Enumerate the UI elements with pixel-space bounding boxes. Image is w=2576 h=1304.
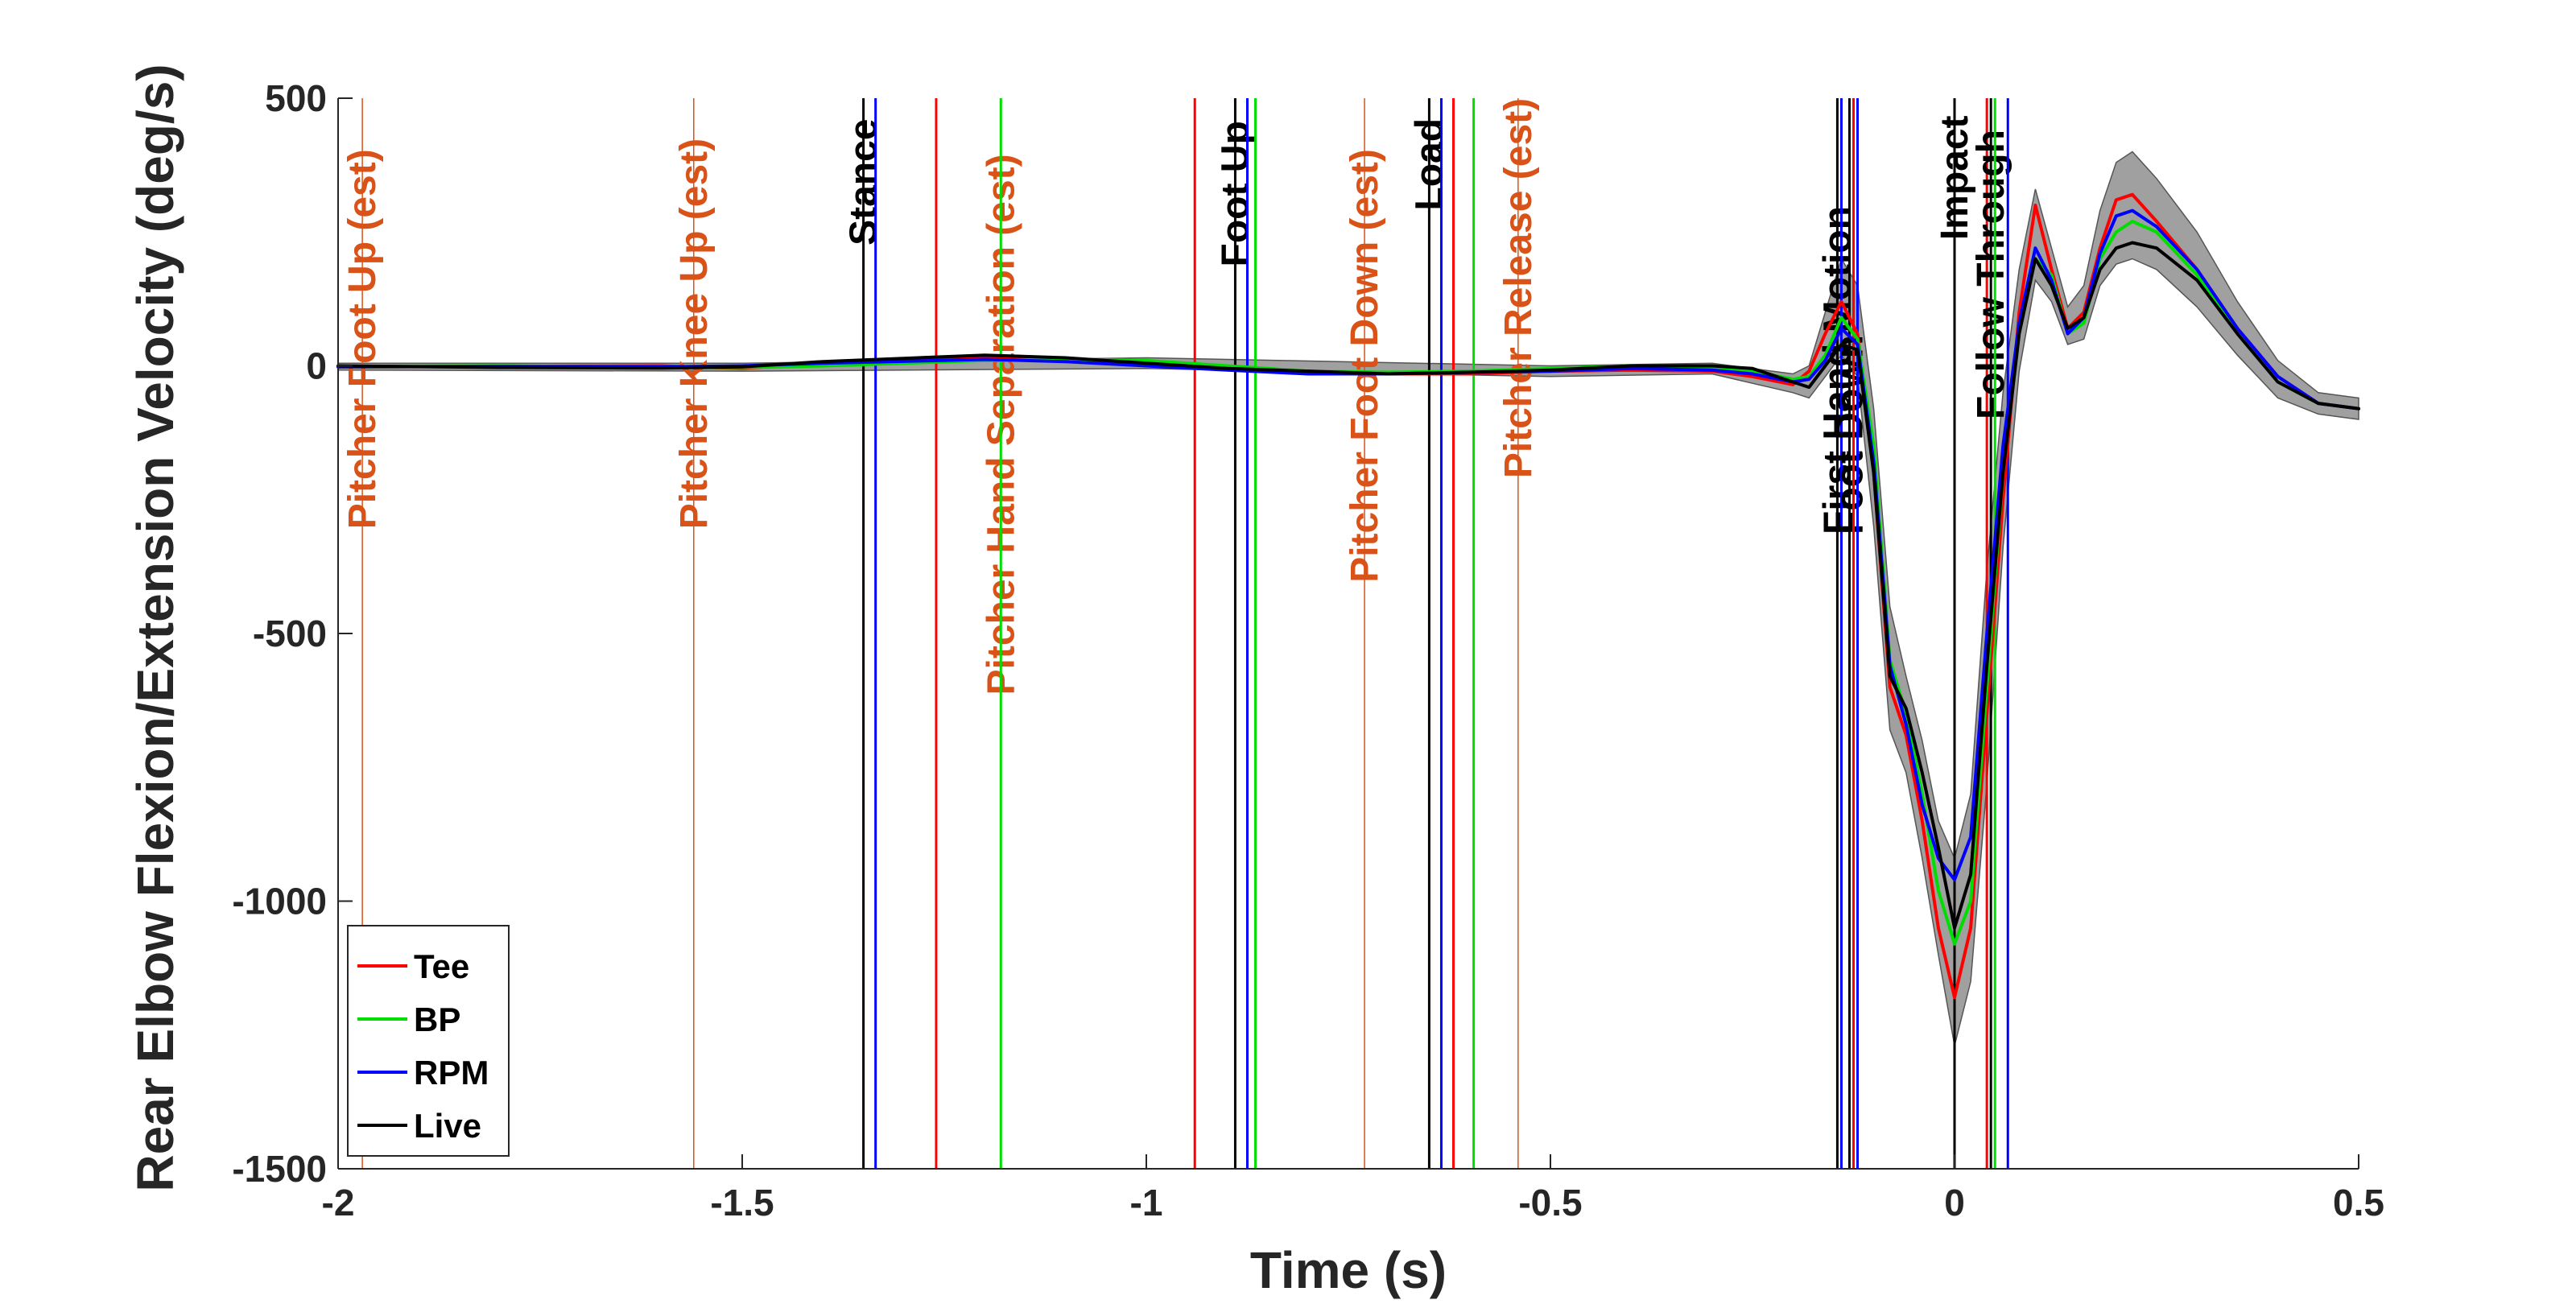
event-label-0: Pitcher Foot Up (est) bbox=[341, 149, 384, 529]
event-label-19: Foot Down bbox=[1829, 335, 1872, 534]
event-label-16: Pitcher Release (est) bbox=[1497, 98, 1540, 478]
legend-label-bp: BP bbox=[414, 1001, 460, 1038]
x-ticks: -2 -1.5 -1 -0.5 0 0.5 bbox=[322, 1154, 2384, 1224]
y-axis-title: Rear Elbow Flexion/Extension Velocity (d… bbox=[126, 64, 184, 1191]
x-tick-label-2: -1 bbox=[1130, 1182, 1163, 1224]
variability-band bbox=[337, 151, 2359, 1046]
x-tick-label-5: 0.5 bbox=[2333, 1182, 2384, 1224]
x-tick-label-4: 0 bbox=[1944, 1182, 1965, 1224]
y-tick-label-0: 500 bbox=[265, 77, 327, 119]
legend-label-live: Live bbox=[414, 1107, 481, 1145]
legend: Tee BP RPM Live bbox=[347, 925, 510, 1157]
event-label-2: Stance bbox=[843, 118, 886, 245]
series-lines-layer bbox=[336, 192, 2360, 1000]
y-tick-label-4: -1500 bbox=[232, 1148, 327, 1190]
event-label-12: Load bbox=[1408, 118, 1451, 211]
y-tick-label-1: 0 bbox=[306, 345, 327, 387]
variability-band-layer bbox=[337, 151, 2359, 1046]
x-tick-label-1: -1.5 bbox=[710, 1182, 774, 1224]
event-label-8: Foot Up bbox=[1214, 121, 1257, 266]
y-ticks: 500 0 -500 -1000 -1500 bbox=[232, 77, 353, 1190]
event-label-24: Follow Through bbox=[1970, 130, 2013, 419]
y-tick-label-3: -1000 bbox=[232, 881, 327, 922]
y-tick-label-2: -500 bbox=[253, 613, 327, 654]
event-label-1: Pitcher Knee Up (est) bbox=[673, 138, 716, 529]
legend-box bbox=[347, 925, 510, 1157]
event-label-22: Impact bbox=[1934, 115, 1976, 240]
series-line-live bbox=[336, 241, 2360, 930]
x-tick-label-3: -0.5 bbox=[1518, 1182, 1582, 1224]
legend-label-rpm: RPM bbox=[414, 1054, 489, 1091]
event-label-11: Pitcher Foot Down (est) bbox=[1344, 149, 1386, 583]
x-tick-label-0: -2 bbox=[322, 1182, 355, 1224]
legend-label-tee: Tee bbox=[414, 947, 469, 985]
x-axis-title: Time (s) bbox=[1250, 1241, 1447, 1299]
